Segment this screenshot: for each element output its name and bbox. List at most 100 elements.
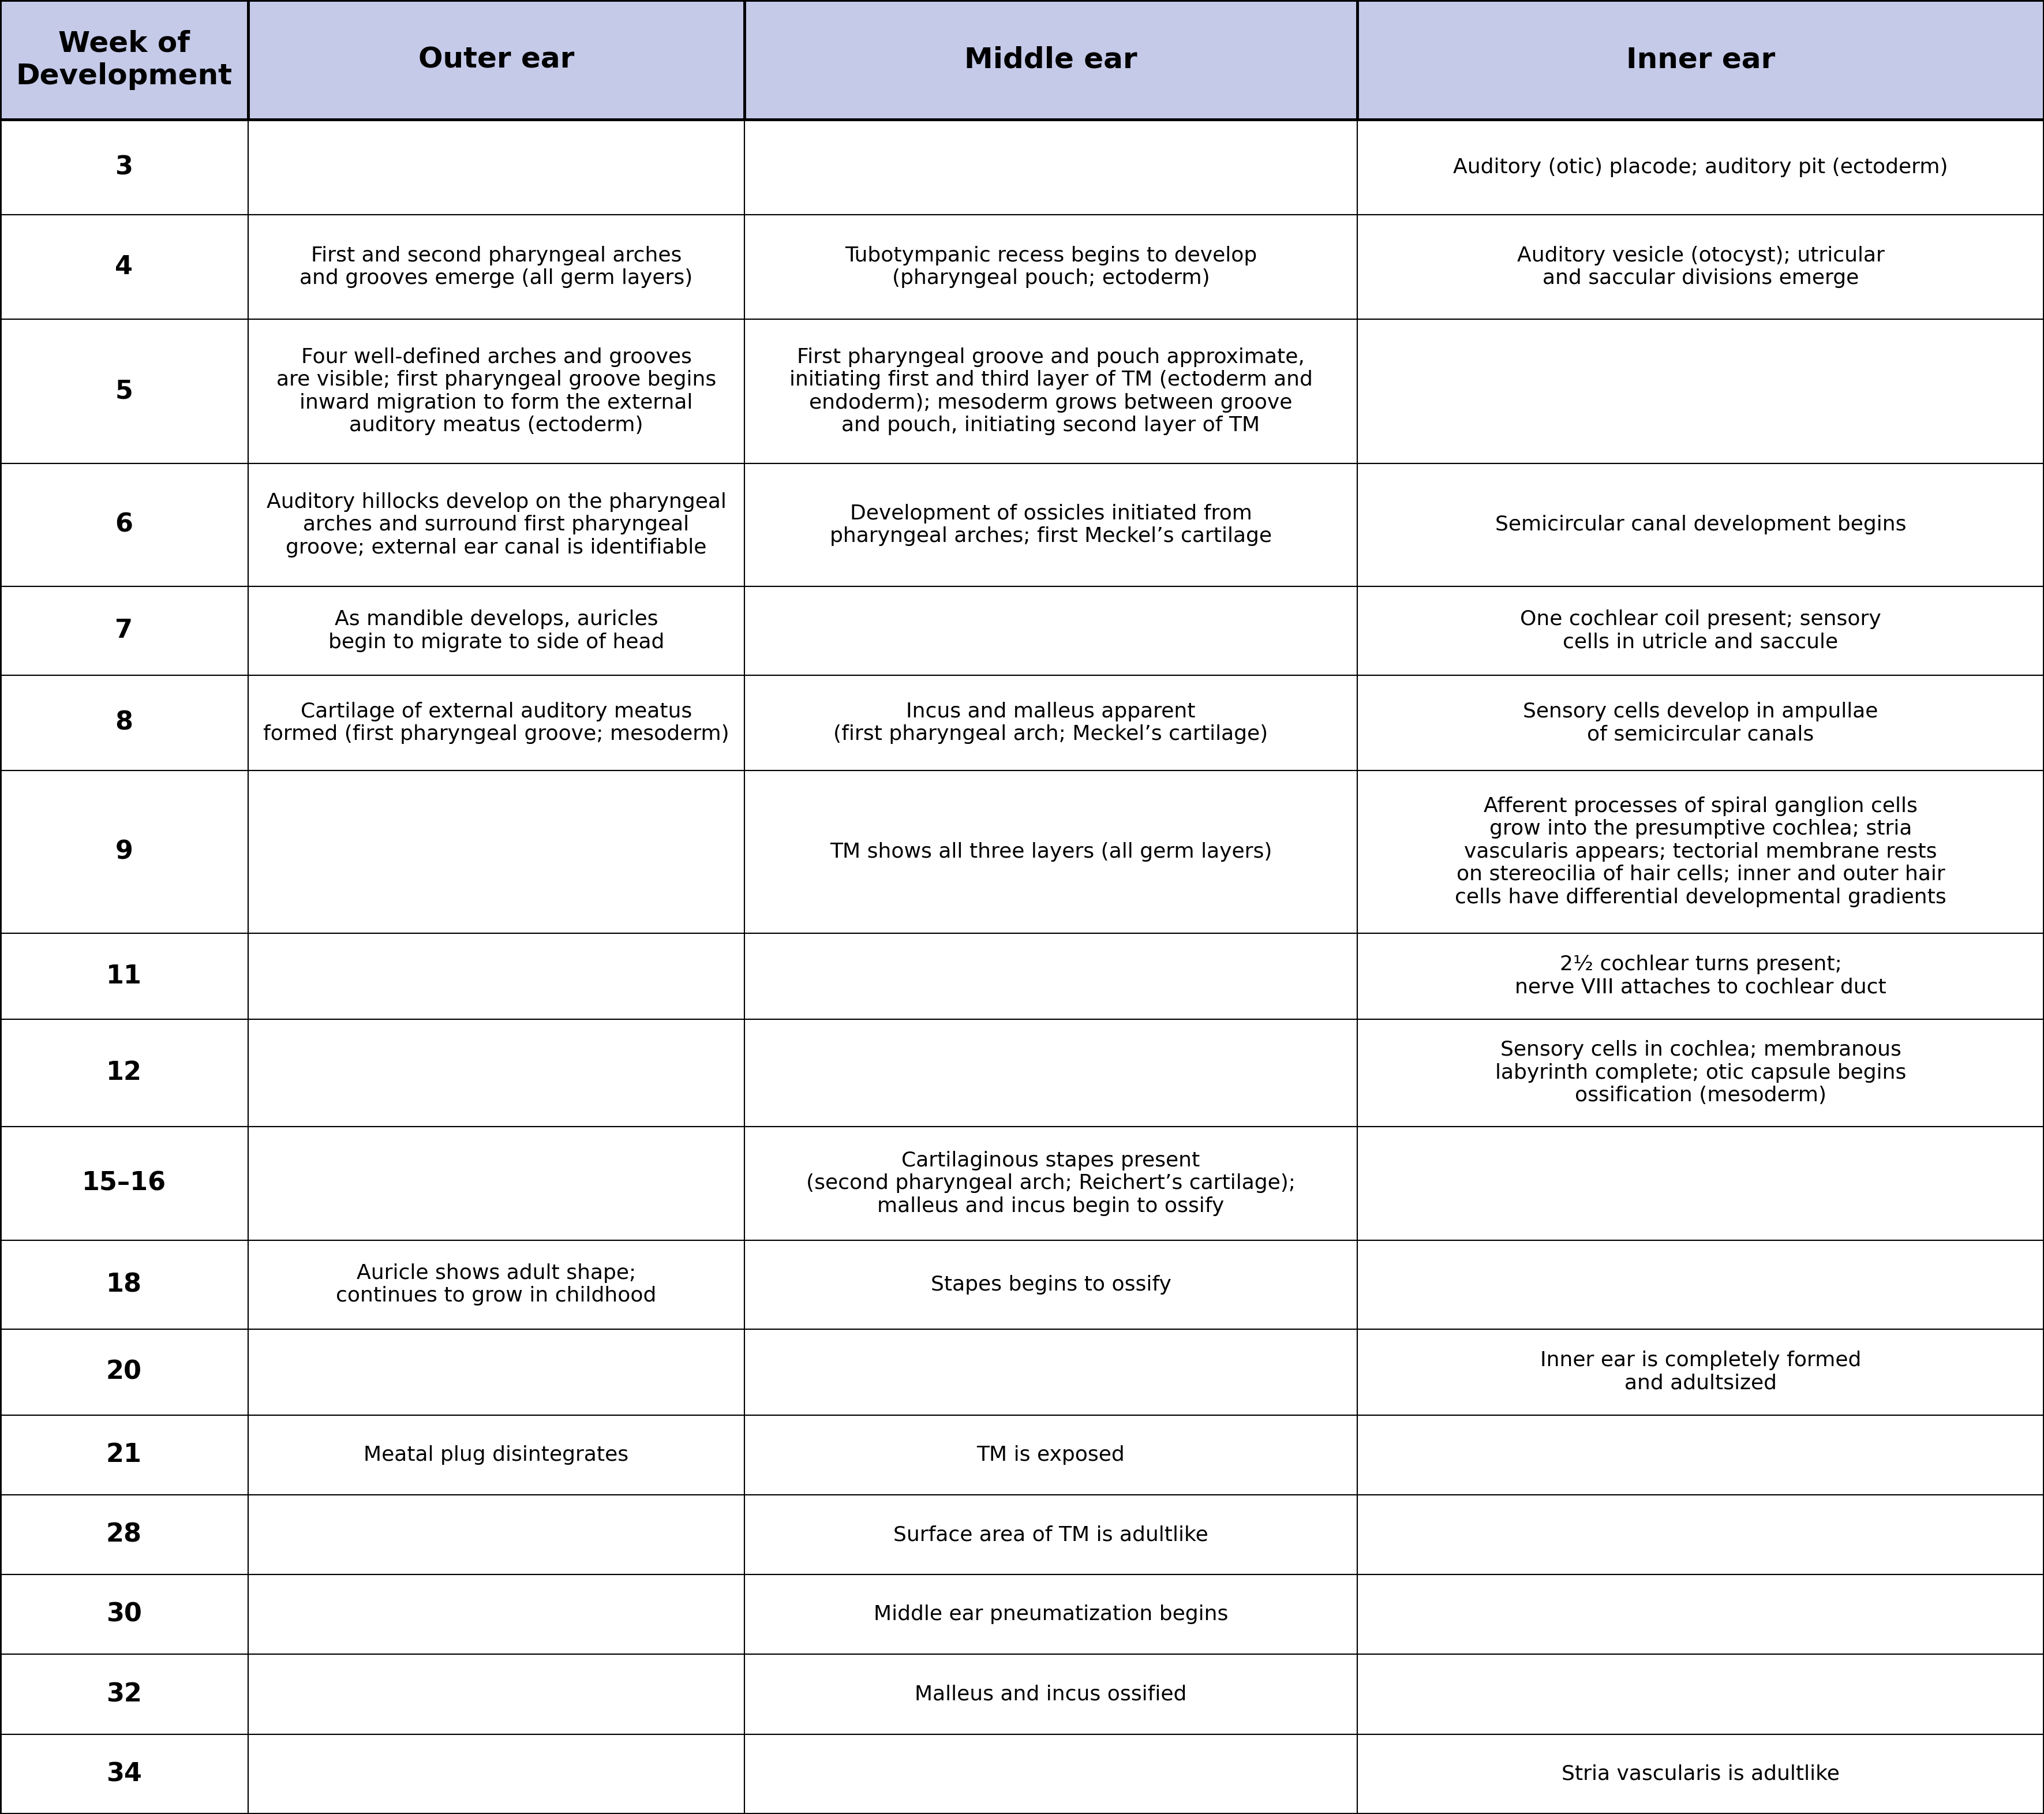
Text: 5: 5 xyxy=(114,379,133,405)
Bar xyxy=(744,1415,1357,1495)
Bar xyxy=(744,1330,1357,1415)
Text: Cartilaginous stapes present
(second pharyngeal arch; Reichert’s cartilage);
mal: Cartilaginous stapes present (second pha… xyxy=(805,1150,1296,1215)
Bar xyxy=(1357,1734,2044,1814)
Text: Middle ear: Middle ear xyxy=(965,45,1136,74)
Bar xyxy=(0,771,247,932)
Bar xyxy=(744,932,1357,1019)
Text: Four well-defined arches and grooves
are visible; first pharyngeal groove begins: Four well-defined arches and grooves are… xyxy=(276,348,715,435)
Bar xyxy=(744,463,1357,586)
Bar xyxy=(1357,1575,2044,1654)
Bar xyxy=(744,675,1357,771)
Bar xyxy=(744,1575,1357,1654)
Text: Incus and malleus apparent
(first pharyngeal arch; Meckel’s cartilage): Incus and malleus apparent (first pharyn… xyxy=(834,702,1267,744)
Text: Semicircular canal development begins: Semicircular canal development begins xyxy=(1494,515,1907,535)
Bar xyxy=(1357,1126,2044,1241)
Text: Afferent processes of spiral ganglion cells
grow into the presumptive cochlea; s: Afferent processes of spiral ganglion ce… xyxy=(1455,796,1946,907)
Bar xyxy=(1357,463,2044,586)
Bar xyxy=(0,1734,247,1814)
Bar xyxy=(744,319,1357,463)
Bar xyxy=(1357,1415,2044,1495)
Bar xyxy=(0,463,247,586)
Bar xyxy=(0,586,247,675)
Bar xyxy=(0,319,247,463)
Text: 12: 12 xyxy=(106,1061,141,1085)
Bar xyxy=(0,1575,247,1654)
Bar xyxy=(247,1734,744,1814)
Bar xyxy=(0,1495,247,1575)
Bar xyxy=(247,1019,744,1126)
Text: 20: 20 xyxy=(106,1360,141,1384)
Text: Inner ear: Inner ear xyxy=(1627,45,1774,74)
Text: Development of ossicles initiated from
pharyngeal arches; first Meckel’s cartila: Development of ossicles initiated from p… xyxy=(830,504,1271,546)
Text: 8: 8 xyxy=(114,711,133,735)
Bar xyxy=(247,319,744,463)
Bar xyxy=(0,1415,247,1495)
Text: Malleus and incus ossified: Malleus and incus ossified xyxy=(916,1685,1188,1703)
Text: Inner ear is completely formed
and adultsized: Inner ear is completely formed and adult… xyxy=(1539,1351,1862,1393)
Text: 34: 34 xyxy=(106,1761,141,1787)
Bar xyxy=(744,1241,1357,1330)
Bar xyxy=(1357,1330,2044,1415)
Text: 18: 18 xyxy=(106,1272,141,1297)
Text: Auditory hillocks develop on the pharyngeal
arches and surround first pharyngeal: Auditory hillocks develop on the pharyng… xyxy=(266,492,726,557)
Bar xyxy=(247,1575,744,1654)
Bar xyxy=(1357,0,2044,120)
Text: 21: 21 xyxy=(106,1442,141,1468)
Text: As mandible develops, auricles
begin to migrate to side of head: As mandible develops, auricles begin to … xyxy=(329,610,664,651)
Text: Stria vascularis is adultlike: Stria vascularis is adultlike xyxy=(1562,1765,1840,1783)
Bar xyxy=(1357,586,2044,675)
Bar xyxy=(1357,1019,2044,1126)
Bar xyxy=(247,214,744,319)
Bar xyxy=(1357,1241,2044,1330)
Text: 9: 9 xyxy=(114,840,133,863)
Bar xyxy=(744,586,1357,675)
Bar xyxy=(1357,932,2044,1019)
Text: Auditory vesicle (otocyst); utricular
and saccular divisions emerge: Auditory vesicle (otocyst); utricular an… xyxy=(1517,247,1885,288)
Bar xyxy=(744,771,1357,932)
Text: 2½ cochlear turns present;
nerve VIII attaches to cochlear duct: 2½ cochlear turns present; nerve VIII at… xyxy=(1515,954,1887,998)
Text: Middle ear pneumatization begins: Middle ear pneumatization begins xyxy=(873,1605,1228,1624)
Bar xyxy=(744,1654,1357,1734)
Bar xyxy=(247,932,744,1019)
Bar xyxy=(744,0,1357,120)
Text: Surface area of TM is adultlike: Surface area of TM is adultlike xyxy=(893,1526,1208,1544)
Bar xyxy=(0,1019,247,1126)
Text: Sensory cells in cochlea; membranous
labyrinth complete; otic capsule begins
oss: Sensory cells in cochlea; membranous lab… xyxy=(1494,1039,1907,1105)
Bar xyxy=(0,932,247,1019)
Text: First pharyngeal groove and pouch approximate,
initiating first and third layer : First pharyngeal groove and pouch approx… xyxy=(789,348,1312,435)
Bar xyxy=(0,214,247,319)
Text: 28: 28 xyxy=(106,1522,141,1547)
Text: 32: 32 xyxy=(106,1682,141,1707)
Text: 11: 11 xyxy=(106,963,141,989)
Bar xyxy=(247,0,744,120)
Text: Auditory (otic) placode; auditory pit (ectoderm): Auditory (otic) placode; auditory pit (e… xyxy=(1453,158,1948,178)
Bar xyxy=(744,1734,1357,1814)
Bar xyxy=(744,214,1357,319)
Bar xyxy=(744,1019,1357,1126)
Bar xyxy=(0,120,247,214)
Text: 3: 3 xyxy=(114,154,133,180)
Bar xyxy=(247,586,744,675)
Bar xyxy=(247,1415,744,1495)
Bar xyxy=(247,1654,744,1734)
Text: Week of
Development: Week of Development xyxy=(16,31,233,89)
Text: Cartilage of external auditory meatus
formed (first pharyngeal groove; mesoderm): Cartilage of external auditory meatus fo… xyxy=(264,702,730,744)
Bar xyxy=(0,1241,247,1330)
Bar xyxy=(1357,1495,2044,1575)
Text: 15–16: 15–16 xyxy=(82,1170,166,1195)
Bar xyxy=(247,771,744,932)
Text: Tubotympanic recess begins to develop
(pharyngeal pouch; ectoderm): Tubotympanic recess begins to develop (p… xyxy=(844,247,1257,288)
Text: Meatal plug disintegrates: Meatal plug disintegrates xyxy=(364,1446,630,1464)
Text: 7: 7 xyxy=(114,619,133,644)
Bar xyxy=(0,1330,247,1415)
Bar xyxy=(247,1126,744,1241)
Bar xyxy=(0,1126,247,1241)
Bar xyxy=(0,675,247,771)
Bar xyxy=(247,120,744,214)
Bar xyxy=(247,675,744,771)
Text: First and second pharyngeal arches
and grooves emerge (all germ layers): First and second pharyngeal arches and g… xyxy=(300,247,693,288)
Bar xyxy=(1357,319,2044,463)
Bar xyxy=(1357,214,2044,319)
Bar xyxy=(247,1241,744,1330)
Text: 30: 30 xyxy=(106,1602,141,1627)
